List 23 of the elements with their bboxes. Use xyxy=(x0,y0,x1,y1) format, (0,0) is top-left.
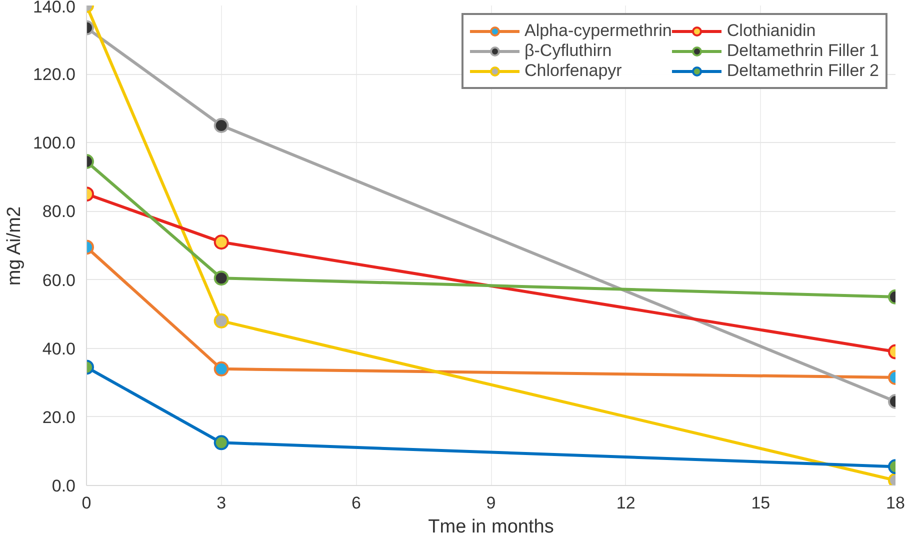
x-tick-label: 3 xyxy=(216,494,226,512)
y-tick-label: 40.0 xyxy=(42,339,76,358)
x-tick-label: 9 xyxy=(486,494,496,512)
y-tick-label: 140.0 xyxy=(32,0,76,16)
x-tick-label: 18 xyxy=(886,494,905,512)
legend-label: Alpha-cypermethrin xyxy=(524,21,672,41)
legend-label: Deltamethrin Filler 1 xyxy=(726,41,879,61)
y-tick-label: 0.0 xyxy=(52,476,76,496)
legend-label: Chlorfenapyr xyxy=(524,61,622,81)
y-tick-label: 20.0 xyxy=(42,408,76,427)
y-tick-label: 80.0 xyxy=(42,202,76,222)
x-tick-label: 12 xyxy=(616,494,636,512)
y-tick-label: 120.0 xyxy=(32,65,76,84)
legend-label: β-Cyfluthirn xyxy=(524,41,612,61)
x-tick-label: 0 xyxy=(82,494,92,512)
legend-label: Clothianidin xyxy=(726,21,816,41)
x-axis-title: Tme in months xyxy=(428,516,554,538)
x-tick-label: 15 xyxy=(751,494,770,512)
y-tick-label: 100.0 xyxy=(32,134,76,153)
x-tick-label: 6 xyxy=(351,494,361,512)
legend-label: Deltamethrin Filler 2 xyxy=(726,61,879,81)
y-tick-label: 60.0 xyxy=(42,270,76,290)
y-axis-title: mg Ai/m2 xyxy=(4,206,25,286)
